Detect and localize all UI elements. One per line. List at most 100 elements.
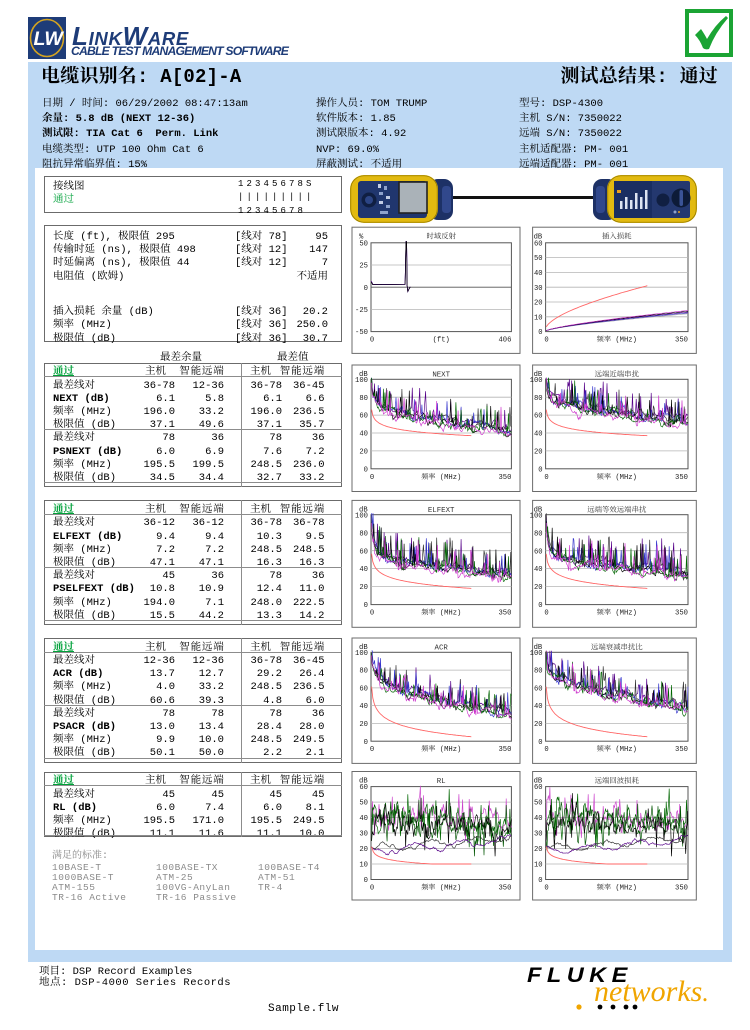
svg-text:0: 0 <box>544 746 548 754</box>
svg-text:0: 0 <box>370 474 374 482</box>
svg-text:频率 (MHz): 频率 (MHz) <box>421 744 461 754</box>
svg-text:350: 350 <box>498 746 511 754</box>
svg-text:0: 0 <box>364 739 368 747</box>
svg-text:80: 80 <box>359 530 368 538</box>
svg-text:0: 0 <box>538 602 542 610</box>
svg-text:60: 60 <box>359 784 368 792</box>
svg-text:0: 0 <box>538 329 542 337</box>
svg-text:0: 0 <box>538 466 542 474</box>
svg-text:50: 50 <box>359 240 368 248</box>
svg-text:频率 (MHz): 频率 (MHz) <box>421 472 461 482</box>
svg-text:80: 80 <box>534 668 543 676</box>
svg-text:20: 20 <box>534 449 543 457</box>
svg-text:350: 350 <box>675 610 688 618</box>
svg-text:0: 0 <box>370 337 374 345</box>
svg-text:0: 0 <box>544 337 548 345</box>
svg-text:10: 10 <box>534 862 543 870</box>
svg-text:100: 100 <box>355 650 368 658</box>
svg-text:30: 30 <box>534 285 543 293</box>
svg-text:dB: dB <box>359 644 368 652</box>
svg-text:40: 40 <box>359 566 368 574</box>
svg-text:20: 20 <box>534 584 543 592</box>
svg-text:频率 (MHz): 频率 (MHz) <box>597 883 637 893</box>
svg-text:350: 350 <box>498 474 511 482</box>
svg-text:60: 60 <box>359 686 368 694</box>
svg-text:0: 0 <box>364 285 368 293</box>
svg-text:10: 10 <box>359 862 368 870</box>
svg-text:60: 60 <box>534 548 543 556</box>
svg-text:40: 40 <box>534 431 543 439</box>
svg-text:350: 350 <box>675 746 688 754</box>
svg-text:20: 20 <box>534 846 543 854</box>
svg-text:0: 0 <box>538 739 542 747</box>
svg-text:60: 60 <box>534 413 543 421</box>
svg-text:远端等效远端串扰: 远端等效远端串扰 <box>587 504 647 515</box>
svg-text:dB: dB <box>534 507 543 515</box>
svg-text:20: 20 <box>359 846 368 854</box>
svg-text:0: 0 <box>538 877 542 885</box>
svg-text:dB: dB <box>359 507 368 515</box>
svg-text:60: 60 <box>359 548 368 556</box>
svg-text:100: 100 <box>355 377 368 385</box>
svg-text:0: 0 <box>544 474 548 482</box>
svg-text:50: 50 <box>534 800 543 808</box>
svg-text:LW: LW <box>34 28 65 50</box>
svg-text:350: 350 <box>675 885 688 893</box>
svg-text:ACR: ACR <box>435 642 449 653</box>
svg-text:80: 80 <box>359 395 368 403</box>
svg-text:60: 60 <box>534 686 543 694</box>
svg-text:10: 10 <box>534 314 543 322</box>
svg-text:30: 30 <box>534 831 543 839</box>
svg-text:100: 100 <box>355 512 368 520</box>
svg-text:RL: RL <box>437 775 446 786</box>
svg-text:100: 100 <box>530 512 543 520</box>
svg-text:dB: dB <box>359 778 368 786</box>
svg-text:-50: -50 <box>355 329 368 337</box>
svg-text:80: 80 <box>359 668 368 676</box>
svg-text:0: 0 <box>544 885 548 893</box>
svg-text:dB: dB <box>534 371 543 379</box>
svg-text:0: 0 <box>364 466 368 474</box>
svg-text:20: 20 <box>534 300 543 308</box>
svg-text:20: 20 <box>359 721 368 729</box>
svg-text:频率 (MHz): 频率 (MHz) <box>421 608 461 618</box>
svg-text:40: 40 <box>359 703 368 711</box>
svg-text:40: 40 <box>534 270 543 278</box>
svg-text:60: 60 <box>534 784 543 792</box>
svg-text:%: % <box>359 233 364 241</box>
svg-text:远端衰减串扰比: 远端衰减串扰比 <box>591 642 643 653</box>
svg-text:100: 100 <box>530 650 543 658</box>
svg-text:dB: dB <box>534 778 543 786</box>
svg-text:dB: dB <box>359 371 368 379</box>
svg-text:350: 350 <box>498 610 511 618</box>
svg-text:远端近端串扰: 远端近端串扰 <box>595 369 640 380</box>
svg-text:50: 50 <box>359 800 368 808</box>
svg-text:(ft): (ft) <box>433 335 450 345</box>
svg-text:350: 350 <box>675 474 688 482</box>
svg-text:40: 40 <box>534 703 543 711</box>
svg-text:0: 0 <box>370 885 374 893</box>
svg-text:20: 20 <box>534 721 543 729</box>
svg-text:0: 0 <box>544 610 548 618</box>
svg-text:频率 (MHz): 频率 (MHz) <box>421 883 461 893</box>
svg-text:25: 25 <box>359 263 368 271</box>
svg-text:350: 350 <box>675 337 688 345</box>
svg-text:350: 350 <box>498 885 511 893</box>
svg-text:40: 40 <box>359 431 368 439</box>
svg-text:50: 50 <box>534 255 543 263</box>
svg-text:0: 0 <box>370 746 374 754</box>
svg-text:0: 0 <box>370 610 374 618</box>
svg-text:40: 40 <box>534 815 543 823</box>
svg-text:频率 (MHz): 频率 (MHz) <box>597 744 637 754</box>
svg-text:30: 30 <box>359 831 368 839</box>
svg-text:ELFEXT: ELFEXT <box>428 504 455 515</box>
svg-text:406: 406 <box>498 337 511 345</box>
svg-text:0: 0 <box>364 602 368 610</box>
svg-text:-25: -25 <box>355 307 368 315</box>
svg-text:频率 (MHz): 频率 (MHz) <box>597 335 637 345</box>
svg-text:0: 0 <box>364 877 368 885</box>
svg-text:dB: dB <box>534 644 543 652</box>
svg-text:20: 20 <box>359 449 368 457</box>
svg-text:80: 80 <box>534 395 543 403</box>
svg-text:插入损耗: 插入损耗 <box>602 231 632 242</box>
